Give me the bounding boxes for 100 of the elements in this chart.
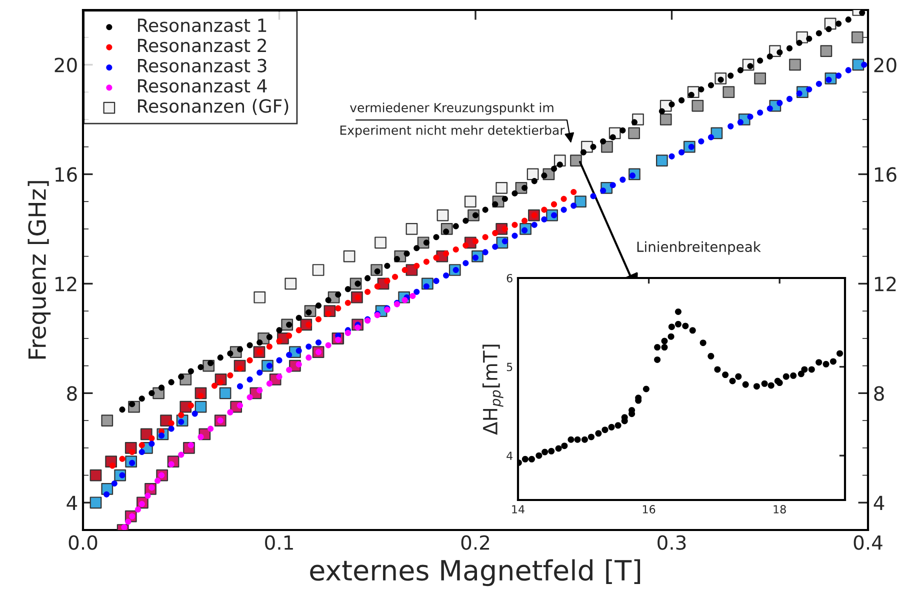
y2-tick-label: 20 [874, 58, 896, 72]
point [601, 140, 613, 153]
point [801, 366, 808, 373]
legend-label: Resonanzen (GF) [138, 98, 288, 115]
point [178, 412, 184, 418]
y-axis-title: Frequenz [GHz] [28, 181, 51, 359]
point [138, 442, 145, 448]
point [656, 154, 668, 166]
point [536, 452, 542, 459]
point [374, 236, 386, 249]
point [820, 45, 832, 57]
y-tick-label: 6 [506, 274, 512, 282]
point [90, 496, 102, 509]
point [568, 436, 574, 443]
point [344, 300, 351, 306]
point [674, 320, 682, 328]
point [374, 283, 380, 290]
point [512, 222, 518, 228]
point [452, 246, 459, 252]
point [660, 114, 672, 126]
point [392, 274, 398, 280]
point [306, 354, 312, 361]
point [570, 188, 577, 196]
point [668, 333, 674, 340]
point [654, 356, 661, 363]
point [148, 435, 155, 442]
point [541, 206, 548, 213]
point [595, 430, 602, 437]
point [246, 357, 253, 364]
point [550, 201, 558, 208]
point [414, 262, 420, 269]
point [808, 366, 815, 373]
y2-tick-label: 16 [874, 167, 896, 182]
point [782, 373, 790, 380]
point [661, 344, 668, 351]
y-tick-label: 20 [54, 58, 77, 72]
point [689, 327, 696, 334]
point [90, 469, 102, 482]
point [276, 338, 282, 344]
point [668, 324, 675, 330]
point [581, 436, 588, 443]
x-tick-label: 18 [774, 505, 786, 514]
point [528, 456, 535, 462]
point [742, 381, 749, 388]
point [286, 332, 292, 339]
point [761, 380, 768, 387]
legend-label: Resonanzast 4 [138, 79, 267, 93]
point [119, 456, 126, 462]
point [714, 366, 721, 373]
point [296, 327, 302, 334]
point [830, 358, 836, 365]
annotation: Linienbreitenpeak [637, 241, 761, 255]
point [472, 238, 479, 244]
point [798, 370, 804, 378]
point [144, 492, 151, 499]
point [344, 330, 351, 336]
x-tick-label: 0.1 [265, 535, 293, 550]
legend-label: Resonanzast 2 [138, 38, 266, 52]
x-axis-title: externes Magnetfeld [T] [310, 559, 640, 586]
point [700, 340, 706, 346]
point [276, 374, 282, 380]
point [570, 154, 582, 166]
point [219, 387, 232, 400]
point [335, 305, 342, 312]
point [198, 434, 204, 440]
point [836, 350, 844, 357]
point [661, 338, 668, 344]
point [443, 250, 450, 257]
point [588, 434, 595, 440]
point [642, 386, 650, 392]
point [654, 344, 661, 351]
point [674, 308, 682, 315]
x-tick-label: 14 [512, 505, 524, 514]
point [464, 196, 476, 208]
point [168, 420, 174, 426]
point [708, 352, 714, 360]
point [154, 478, 161, 484]
point [822, 360, 830, 368]
point [286, 366, 292, 373]
x-tick-label: 0.0 [68, 535, 98, 550]
point [735, 373, 742, 380]
point [816, 359, 822, 366]
point [178, 452, 184, 458]
point [851, 31, 864, 44]
point [608, 424, 615, 430]
point [614, 422, 622, 429]
point [574, 196, 586, 208]
point [754, 72, 766, 84]
x-tick-label: 0.2 [461, 535, 490, 550]
point [406, 223, 418, 235]
point [121, 524, 128, 530]
point [129, 448, 136, 456]
point [325, 342, 332, 348]
x-tick-label: 0.3 [658, 535, 686, 550]
y-axis-title: ΔH$_{pp}$[mT] [482, 344, 504, 435]
legend-label: Resonanzast 3 [138, 58, 266, 72]
point [433, 254, 440, 261]
x-tick-label: 0.4 [854, 535, 882, 550]
point [227, 372, 234, 378]
point [482, 234, 488, 240]
